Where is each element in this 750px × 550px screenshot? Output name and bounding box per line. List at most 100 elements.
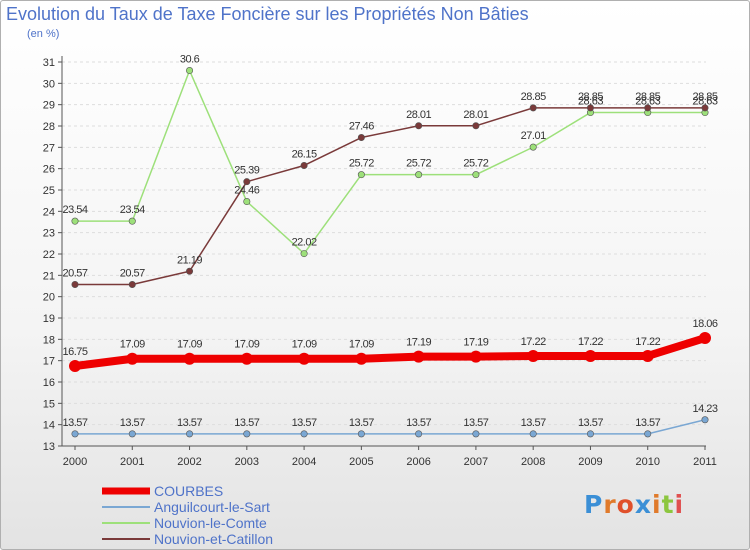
data-point [701, 104, 709, 112]
logo-letter: t [661, 490, 675, 519]
data-label: 13.57 [578, 417, 603, 429]
data-label: 30.6 [180, 54, 200, 66]
data-label: 25.72 [406, 158, 431, 170]
y-tick-label: 31 [43, 57, 55, 69]
logo-letter: i [674, 490, 685, 519]
x-tick-label: 2011 [693, 456, 717, 468]
chart-title: Evolution du Taux de Taxe Foncière sur l… [6, 4, 529, 24]
data-point [699, 332, 711, 345]
logo-letter: i [652, 490, 662, 519]
data-label: 28.01 [463, 109, 488, 121]
y-tick-label: 13 [43, 441, 55, 453]
data-label: 13.57 [463, 417, 488, 429]
x-tick-label: 2006 [406, 456, 430, 468]
series-line-0 [71, 334, 709, 370]
y-tick-label: 21 [43, 270, 55, 282]
data-label: 13.57 [292, 417, 317, 429]
data-label: 28.01 [406, 109, 431, 121]
data-label: 21.19 [177, 254, 202, 266]
y-tick-label: 23 [43, 228, 55, 240]
data-label: 13.57 [521, 417, 546, 429]
data-point [128, 281, 136, 289]
series-lines [69, 67, 711, 438]
data-point [357, 134, 365, 142]
proxiti-logo: Proxiti [584, 490, 684, 519]
data-label: 17.22 [635, 336, 660, 348]
data-point [529, 143, 537, 151]
data-label: 18.06 [692, 318, 717, 330]
logo-letter: o [616, 490, 635, 519]
data-label: 23.54 [120, 204, 145, 216]
y-tick-label: 30 [43, 78, 55, 90]
data-point [415, 171, 423, 179]
x-tick-label: 2007 [464, 456, 488, 468]
x-tick-label: 2001 [120, 456, 144, 468]
y-tick-label: 19 [43, 313, 55, 325]
y-tick-label: 14 [43, 420, 55, 432]
data-label: 28.63 [635, 96, 660, 108]
axes: 13 14 15 16 17 18 19 20 21 22 23 24 25 26 27 28 29 30 31 20… [43, 56, 717, 468]
data-label: 28.85 [578, 91, 603, 103]
data-label: 28.85 [635, 91, 660, 103]
data-point [186, 267, 194, 275]
data-label: 25.72 [349, 158, 374, 170]
y-tick-label: 18 [43, 334, 55, 346]
data-point [644, 430, 652, 438]
y-tick-label: 17 [43, 356, 55, 368]
x-tick-label: 2008 [521, 456, 545, 468]
data-label: 17.22 [521, 336, 546, 348]
series-line-1 [74, 419, 706, 435]
data-label: 24.46 [234, 185, 259, 197]
y-tick-label: 22 [43, 249, 55, 261]
y-tick-label: 20 [43, 292, 55, 304]
legend-label-3: Nouvion-et-Catillon [154, 531, 273, 547]
data-point [243, 178, 251, 186]
data-label: 20.57 [62, 268, 87, 280]
data-label: 28.63 [692, 96, 717, 108]
data-point [300, 430, 308, 438]
data-label: 27.01 [521, 130, 546, 142]
data-point [357, 171, 365, 179]
data-label: 25.39 [234, 165, 259, 177]
logo-letter: x [634, 490, 652, 519]
logo-letter: P [584, 490, 604, 519]
data-label: 28.85 [521, 91, 546, 103]
x-tick-label: 2002 [177, 456, 201, 468]
data-point [298, 352, 311, 365]
y-tick-label: 29 [43, 100, 55, 112]
data-label: 13.57 [406, 417, 431, 429]
y-tick-label: 16 [43, 377, 55, 389]
data-label: 17.09 [177, 339, 202, 351]
data-label: 17.09 [292, 339, 317, 351]
y-tick-label: 24 [43, 206, 55, 218]
data-point [586, 430, 594, 438]
data-label: 17.19 [463, 337, 488, 349]
data-point [472, 171, 480, 179]
legend: COURBESAnguilcourt-le-SartNouvion-le-Com… [102, 483, 273, 547]
data-label: 13.57 [234, 417, 259, 429]
data-point [240, 352, 253, 365]
data-point [128, 217, 136, 225]
data-point [128, 430, 136, 438]
series-line-2 [74, 69, 706, 255]
data-point [415, 122, 423, 130]
data-point [472, 122, 480, 130]
data-label: 28.85 [692, 91, 717, 103]
data-point [355, 352, 368, 365]
data-point [186, 67, 194, 75]
data-point [69, 360, 81, 372]
y-axis-unit-label: (en %) [27, 28, 60, 40]
data-label: 17.09 [234, 339, 259, 351]
data-labels: 16.75 17.09 17.09 17.09 17.09 17.09 17.19 17.19… [62, 54, 718, 429]
series-line-3 [74, 107, 706, 286]
data-label: 14.23 [692, 403, 717, 415]
data-point [641, 349, 654, 362]
data-label: 17.22 [578, 336, 603, 348]
data-label: 17.19 [406, 337, 431, 349]
data-point [71, 217, 79, 225]
data-label: 26.15 [292, 148, 317, 160]
data-label: 16.75 [62, 346, 87, 358]
y-tick-label: 26 [43, 164, 55, 176]
data-label: 13.57 [62, 417, 87, 429]
